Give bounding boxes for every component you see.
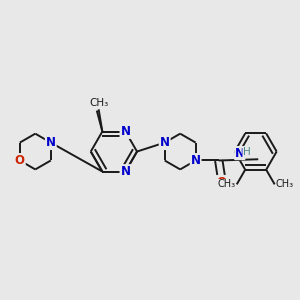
Text: CH₃: CH₃	[89, 98, 108, 108]
Text: O: O	[217, 176, 227, 189]
Text: N: N	[235, 147, 245, 160]
Text: N: N	[121, 125, 130, 138]
Text: CH₃: CH₃	[276, 179, 294, 189]
Text: O: O	[15, 154, 25, 167]
Text: N: N	[121, 165, 130, 178]
Text: CH₃: CH₃	[218, 179, 236, 189]
Text: N: N	[191, 154, 201, 167]
Text: H: H	[243, 147, 250, 157]
Text: N: N	[160, 136, 170, 149]
Text: N: N	[46, 136, 56, 149]
